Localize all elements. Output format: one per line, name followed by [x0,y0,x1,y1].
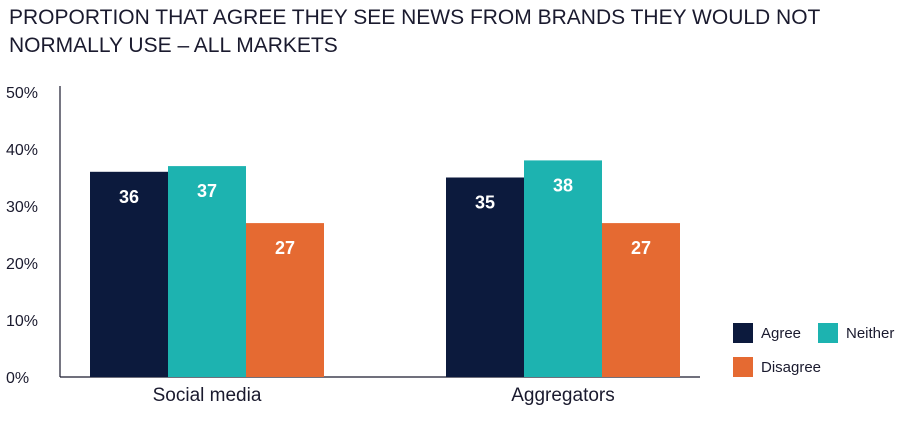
bar [90,171,168,377]
legend-swatch [733,323,753,343]
legend-swatch [733,357,753,377]
legend: Agree Neither Disagree [733,323,894,377]
bar [446,177,524,377]
data-label: 36 [119,187,139,207]
bar [602,223,680,377]
bar [246,223,324,377]
legend-label: Neither [846,325,894,342]
y-tick-label: 20% [6,256,38,273]
legend-label: Agree [761,325,801,342]
bar [168,166,246,377]
data-label: 38 [553,175,573,195]
category-label: Aggregators [511,385,615,406]
data-labels: 36 37 27 35 38 27 [119,175,651,258]
data-label: 27 [275,238,295,258]
category-labels: Social media Aggregators [153,385,615,406]
y-tick-label: 10% [6,313,38,330]
data-label: 27 [631,238,651,258]
chart-title: PROPORTION THAT AGREE THEY SEE NEWS FROM… [9,6,820,57]
legend-swatch [818,323,838,343]
y-tick-label: 0% [6,370,29,387]
bars [90,160,680,377]
data-label: 35 [475,193,495,213]
y-tick-label: 50% [6,85,38,102]
legend-label: Disagree [761,359,821,376]
data-label: 37 [197,181,217,201]
bar [524,160,602,377]
y-tick-label: 40% [6,142,38,159]
y-tick-label: 30% [6,199,38,216]
category-label: Social media [153,385,262,406]
